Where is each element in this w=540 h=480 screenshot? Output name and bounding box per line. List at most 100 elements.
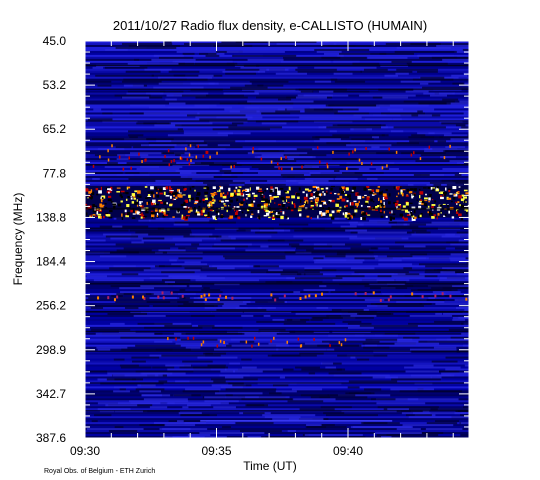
noise-dot bbox=[278, 166, 280, 170]
spectrogram-streak bbox=[445, 356, 469, 359]
band-pixel bbox=[136, 211, 140, 215]
spectrogram-row bbox=[85, 400, 469, 403]
spectrogram-streak bbox=[219, 374, 250, 377]
band-pixel bbox=[234, 215, 238, 218]
spectrogram-streak bbox=[358, 273, 406, 276]
band-pixel bbox=[218, 189, 221, 192]
spectrogram-row bbox=[85, 360, 469, 363]
band-pixel bbox=[466, 212, 468, 215]
band-pixel bbox=[409, 202, 413, 205]
band-pixel bbox=[183, 201, 186, 205]
spectrogram-row bbox=[85, 128, 469, 131]
band-pixel bbox=[233, 193, 237, 197]
spectrogram-streak bbox=[164, 281, 176, 284]
noise-dot bbox=[170, 159, 173, 163]
spectrogram-row bbox=[85, 82, 469, 85]
spectrogram-streak bbox=[204, 396, 259, 399]
spectrogram-streak bbox=[192, 366, 228, 369]
spectrogram-streak bbox=[198, 324, 215, 328]
spectrogram-streak bbox=[211, 378, 258, 381]
spectrogram-streak bbox=[452, 318, 466, 322]
band-pixel bbox=[257, 204, 260, 207]
spectrogram-streak bbox=[230, 86, 268, 89]
spectrogram-row bbox=[85, 386, 469, 389]
spectrogram-row bbox=[85, 364, 469, 367]
band-pixel bbox=[424, 202, 428, 207]
band-pixel bbox=[384, 195, 388, 198]
noise-dot bbox=[204, 298, 207, 302]
noise-dot bbox=[167, 337, 169, 341]
noise-dot bbox=[162, 296, 165, 300]
band-pixel bbox=[215, 210, 220, 214]
spectrogram-streak bbox=[428, 297, 435, 300]
band-pixel bbox=[94, 215, 98, 217]
noise-dot bbox=[273, 336, 275, 340]
band-pixel bbox=[162, 187, 167, 191]
spectrogram-streak bbox=[439, 136, 469, 139]
band-pixel bbox=[280, 215, 284, 220]
spectrogram-streak bbox=[332, 134, 385, 137]
band-pixel bbox=[344, 212, 348, 216]
band-pixel bbox=[85, 188, 89, 192]
band-pixel bbox=[321, 212, 323, 215]
noise-dot bbox=[209, 155, 211, 159]
spectrogram-streak bbox=[165, 364, 192, 367]
spectrogram-streak bbox=[159, 428, 191, 431]
band-pixel bbox=[352, 213, 356, 217]
spectrogram-row bbox=[85, 267, 469, 270]
band-pixel bbox=[105, 187, 109, 190]
y-tick-label: 184.4 bbox=[36, 255, 66, 269]
band-pixel bbox=[299, 213, 302, 217]
band-pixel bbox=[445, 187, 447, 191]
noise-dot bbox=[170, 291, 173, 295]
spectrogram-streak bbox=[178, 247, 198, 250]
spectrogram-streak bbox=[114, 426, 124, 429]
spectrogram-streak bbox=[295, 68, 337, 72]
spectrogram-row bbox=[85, 261, 469, 264]
noise-dot bbox=[253, 336, 256, 340]
band-pixel bbox=[296, 193, 300, 196]
spectrogram-streak bbox=[376, 104, 429, 107]
spectrogram-streak bbox=[156, 122, 213, 125]
spectrogram-streak bbox=[93, 108, 102, 111]
spectrogram-streak bbox=[331, 308, 364, 312]
band-pixel bbox=[325, 210, 330, 213]
spectrogram-streak bbox=[425, 265, 469, 268]
band-pixel bbox=[95, 188, 99, 191]
spectrogram-streak bbox=[103, 233, 149, 236]
band-pixel bbox=[134, 190, 138, 193]
spectrogram-row bbox=[85, 299, 469, 302]
spectrogram-row bbox=[85, 124, 469, 127]
band-pixel bbox=[239, 192, 244, 196]
spectrogram-row bbox=[85, 138, 469, 141]
spectrogram-streak bbox=[158, 76, 213, 80]
spectrogram-row bbox=[85, 426, 469, 429]
noise-dot bbox=[189, 144, 192, 148]
band-pixel bbox=[204, 198, 208, 201]
spectrogram-streak bbox=[309, 106, 357, 109]
band-pixel bbox=[356, 193, 360, 195]
spectrogram-streak bbox=[161, 152, 175, 155]
spectrogram-streak bbox=[132, 360, 146, 363]
spectrogram-streak bbox=[401, 152, 446, 155]
noise-dot bbox=[231, 296, 234, 300]
spectrogram-streak bbox=[245, 396, 290, 399]
band-pixel bbox=[448, 210, 451, 214]
spectrogram-streak bbox=[178, 412, 202, 415]
spectrogram-row bbox=[85, 114, 469, 117]
spectrogram-streak bbox=[466, 261, 469, 264]
spectrogram-streak bbox=[429, 94, 448, 97]
band-pixel bbox=[200, 210, 205, 213]
spectrogram-streak bbox=[262, 414, 316, 417]
spectrogram-streak bbox=[137, 322, 173, 326]
band-pixel bbox=[281, 203, 285, 208]
spectrogram-streak bbox=[228, 126, 283, 129]
band-pixel bbox=[416, 199, 418, 201]
band-pixel bbox=[455, 201, 457, 204]
band-pixel bbox=[258, 216, 261, 219]
band-pixel bbox=[196, 194, 201, 196]
spectrogram-streak bbox=[448, 328, 469, 332]
spectrogram-streak bbox=[224, 172, 243, 175]
noise-dot bbox=[251, 344, 253, 348]
noise-dot bbox=[157, 295, 160, 299]
